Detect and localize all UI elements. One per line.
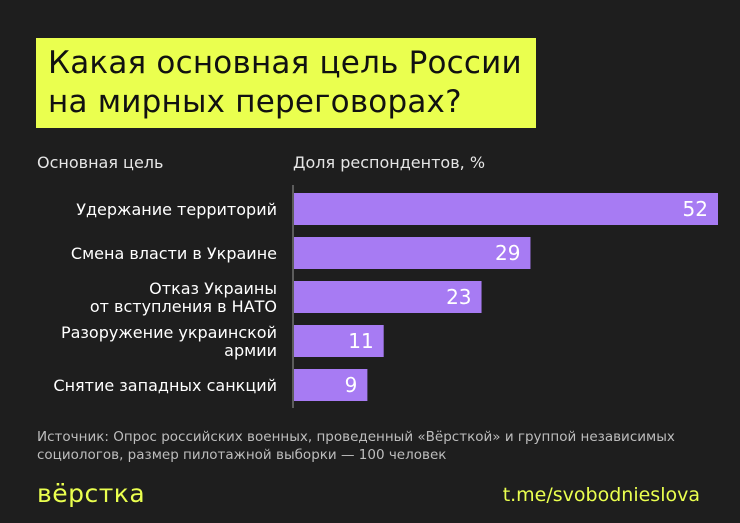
category-label: армии (224, 341, 277, 360)
title-line-1: Какая основная цель России (36, 38, 536, 83)
title-line-2: на мирных переговорах? (36, 83, 476, 128)
bar (294, 281, 482, 313)
bar (294, 325, 384, 357)
bar-value-label: 52 (683, 197, 708, 221)
category-label: от вступления в НАТО (90, 297, 277, 316)
source-note: Источник: Опрос российских военных, пров… (37, 429, 675, 463)
category-label: Отказ Украины (149, 279, 277, 298)
bar-value-label: 29 (495, 241, 520, 265)
category-label: Снятие западных санкций (53, 376, 277, 395)
bar (294, 193, 718, 225)
bar (294, 369, 368, 401)
chart-title: Какая основная цель России на мирных пер… (36, 38, 536, 128)
bar (294, 237, 531, 269)
bar-value-label: 9 (345, 373, 358, 397)
bar-value-label: 23 (446, 285, 471, 309)
value-column-header: Доля респондентов, % (293, 153, 486, 172)
category-label: Разоружение украинской (61, 323, 277, 342)
channel-link[interactable]: t.me/svobodnieslova (502, 484, 700, 506)
verstka-logo: вёрстка (37, 479, 146, 508)
bar-value-label: 11 (348, 329, 373, 353)
category-label: Смена власти в Украине (71, 244, 277, 263)
category-label: Удержание территорий (76, 200, 277, 219)
category-column-header: Основная цель (37, 153, 164, 172)
